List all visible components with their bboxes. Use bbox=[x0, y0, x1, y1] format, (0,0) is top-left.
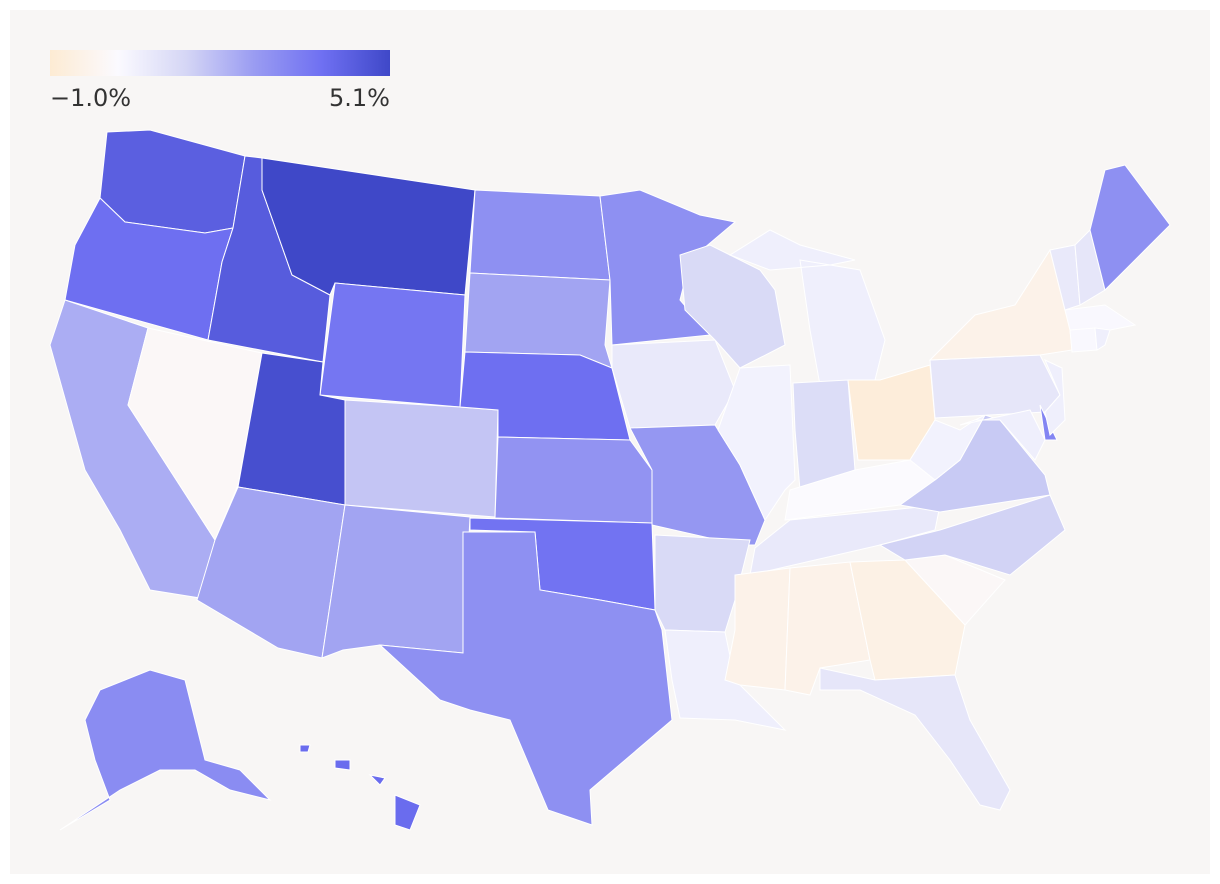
state bbox=[878, 494, 1066, 576]
state bbox=[717, 364, 796, 522]
state bbox=[59, 669, 272, 831]
state bbox=[1089, 164, 1171, 291]
state bbox=[321, 504, 471, 659]
states bbox=[49, 129, 1171, 831]
state bbox=[1069, 327, 1098, 353]
state bbox=[679, 244, 786, 369]
state bbox=[909, 413, 987, 481]
state bbox=[319, 282, 466, 408]
state bbox=[261, 157, 476, 296]
colorbar-label: 5.1% bbox=[329, 84, 390, 112]
state bbox=[959, 409, 1046, 461]
state bbox=[299, 744, 421, 831]
state bbox=[344, 399, 499, 518]
state bbox=[469, 189, 611, 281]
state bbox=[378, 531, 673, 826]
state bbox=[724, 567, 791, 691]
state bbox=[819, 667, 1011, 811]
colorbar-label: −1.0% bbox=[50, 84, 131, 112]
state bbox=[494, 436, 653, 524]
state bbox=[611, 339, 736, 429]
state bbox=[1064, 304, 1137, 331]
colorbar bbox=[50, 50, 390, 76]
state bbox=[1094, 327, 1111, 351]
state bbox=[1044, 358, 1066, 437]
